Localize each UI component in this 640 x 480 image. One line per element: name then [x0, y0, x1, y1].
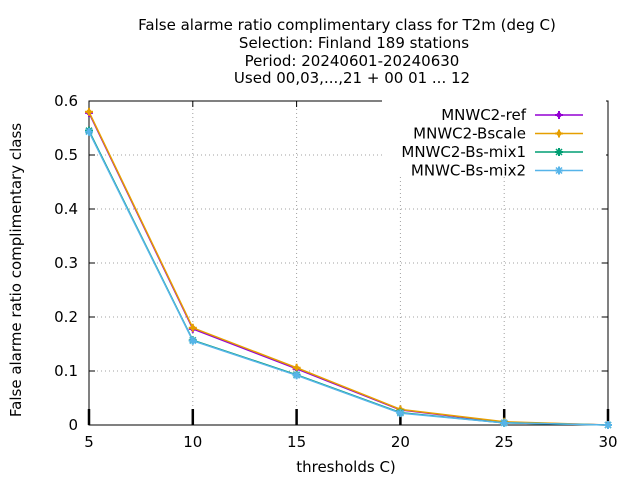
legend-label: MNWC2-ref [441, 106, 526, 124]
y-axis-label: False alarme ratio complimentary class [7, 123, 25, 417]
legend: MNWC2-refMNWC2-BscaleMNWC2-Bs-mix1MNWC-B… [382, 99, 606, 180]
data-point [500, 418, 509, 427]
x-axis-label: thresholds C) [296, 458, 396, 476]
y-tick-label: 0.1 [54, 362, 78, 380]
data-point [85, 127, 93, 136]
data-point [188, 323, 197, 332]
series-mnwc-bs-mix2 [85, 127, 612, 429]
x-tick-label: 30 [598, 433, 617, 451]
data-point [555, 111, 563, 119]
title-line-2: Selection: Finland 189 stations [239, 34, 469, 52]
data-point [396, 409, 405, 418]
y-tick-label: 0.5 [54, 146, 78, 164]
x-tick-label: 10 [183, 433, 202, 451]
x-tick-label: 25 [495, 433, 514, 451]
y-tick-label: 0.3 [54, 254, 78, 272]
plot-border [88, 100, 609, 426]
chart-title: False alarme ratio complimentary class f… [138, 16, 556, 87]
legend-box [382, 99, 606, 177]
data-point [604, 421, 612, 429]
x-tick-label: 15 [287, 433, 306, 451]
data-point [555, 148, 563, 156]
series-line [88, 111, 609, 426]
data-point [555, 129, 563, 138]
data-point [292, 363, 301, 372]
legend-entry: MNWC2-Bscale [413, 125, 583, 143]
legend-entry: MNWC2-ref [441, 106, 583, 124]
series-group [85, 107, 612, 429]
title-line-4: Used 00,03,...,21 + 00 01 ... 12 [234, 69, 470, 87]
data-point [292, 371, 301, 380]
legend-label: MNWC-Bs-mix2 [411, 162, 526, 180]
x-tick-label: 5 [84, 433, 94, 451]
data-point [188, 336, 197, 345]
legend-entry: MNWC2-Bs-mix1 [401, 143, 583, 161]
legend-entry: MNWC-Bs-mix2 [411, 162, 583, 180]
y-tick-label: 0.2 [54, 308, 78, 326]
y-tick-label: 0 [68, 416, 78, 434]
y-tick-label: 0.6 [54, 92, 78, 110]
title-line-3: Period: 20240601-20240630 [245, 52, 460, 70]
data-point [85, 107, 93, 116]
legend-label: MNWC2-Bscale [413, 125, 526, 143]
title-line-1: False alarme ratio complimentary class f… [138, 16, 556, 34]
tick-labels: 0 0.1 0.2 0.3 0.4 0.5 0.6 5 10 15 20 25 30 [54, 92, 617, 451]
legend-label: MNWC2-Bs-mix1 [401, 143, 526, 161]
data-point [555, 166, 563, 175]
y-tick-label: 0.4 [54, 200, 78, 218]
x-tick-label: 20 [391, 433, 410, 451]
series-line [88, 131, 609, 426]
